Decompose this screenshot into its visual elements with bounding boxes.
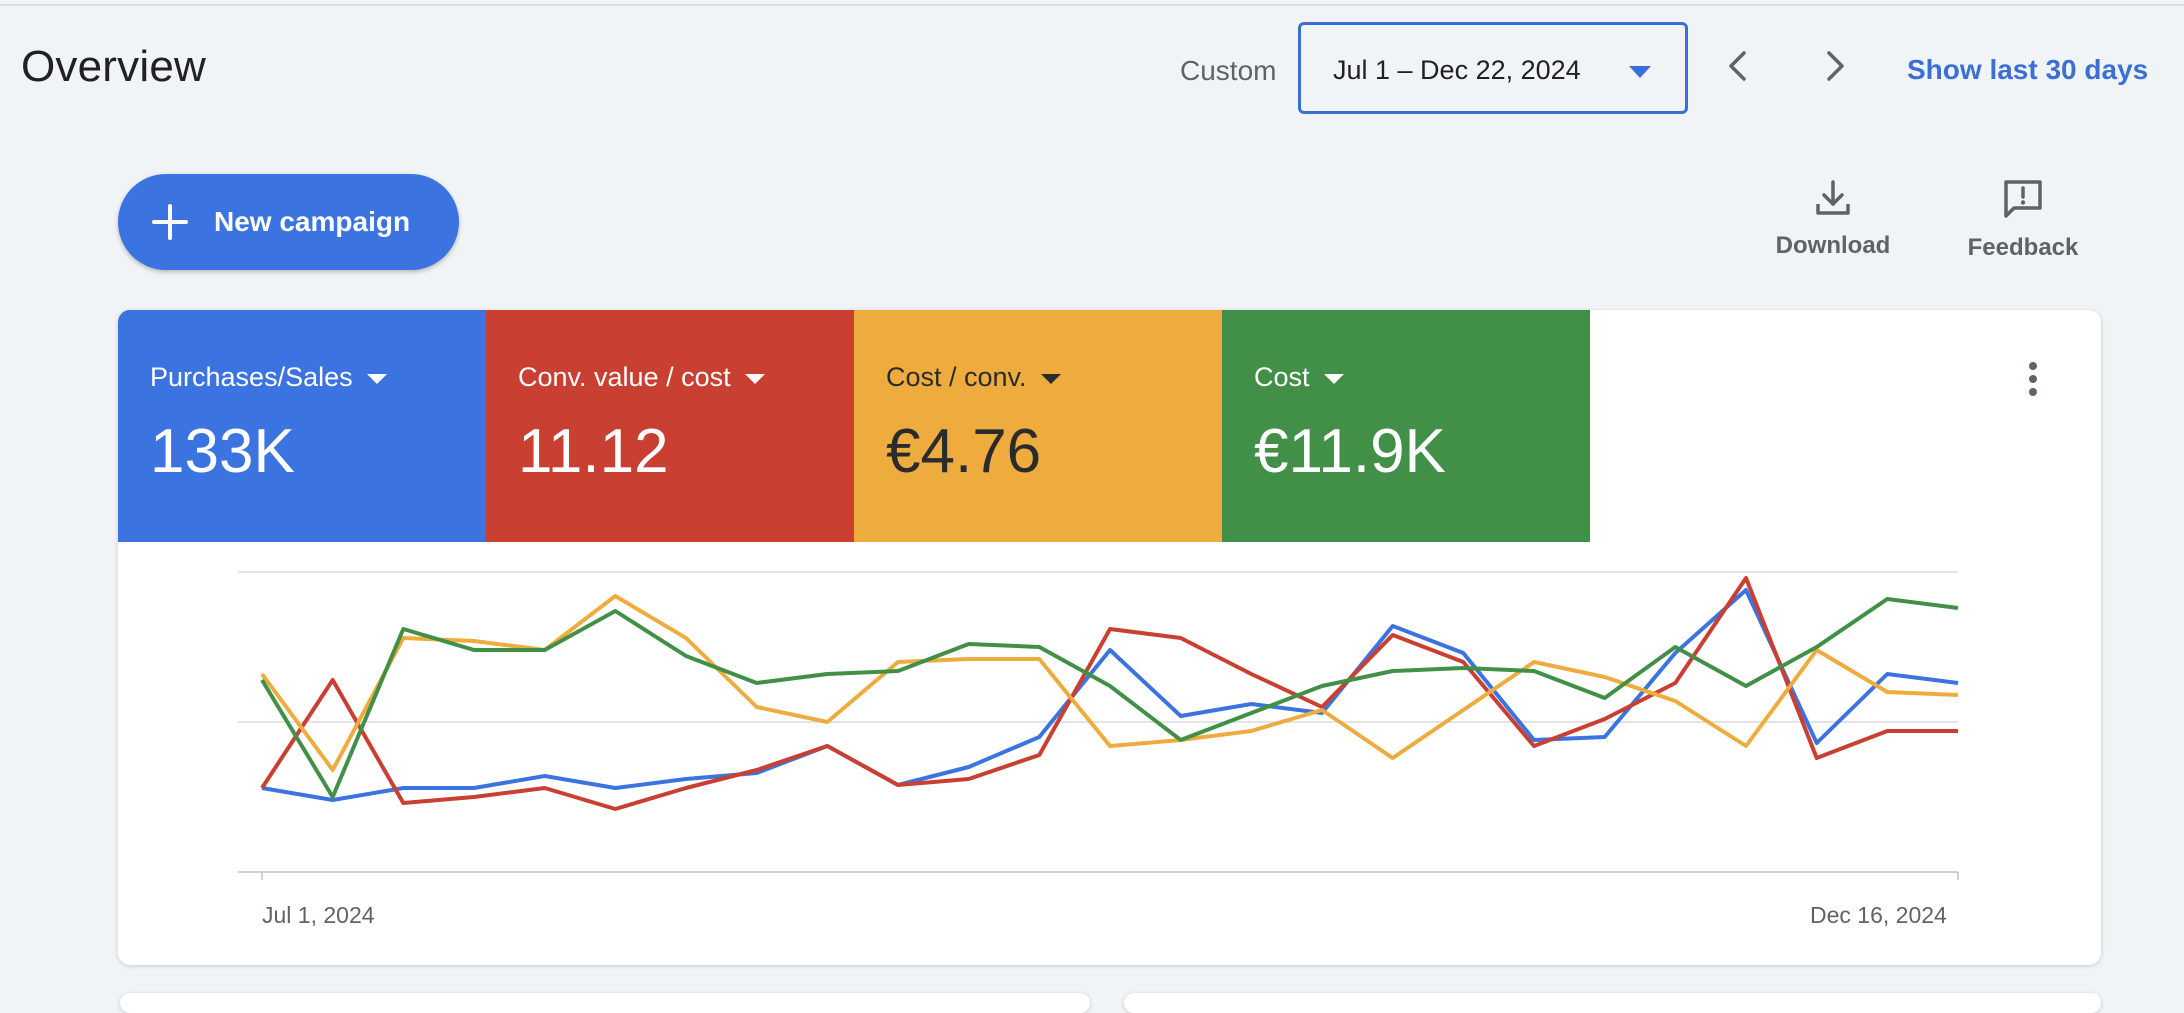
metric-value: 133K <box>150 417 295 486</box>
caret-down-icon <box>1323 373 1344 384</box>
new-campaign-label: New campaign <box>214 206 411 237</box>
metric-cost[interactable]: Cost €11.9K <box>1222 310 1590 542</box>
kebab-dot <box>2029 375 2037 383</box>
metric-value: €11.9K <box>1254 417 1446 486</box>
caret-down-icon <box>366 373 387 384</box>
metric-label: Conv. value / cost <box>518 362 731 392</box>
show-last-30-days-link[interactable]: Show last 30 days <box>1907 54 2149 85</box>
caret-down-icon <box>1629 66 1651 78</box>
new-campaign-button[interactable]: New campaign <box>118 174 459 270</box>
metric-label: Purchases/Sales <box>150 362 353 392</box>
card-below-right <box>1124 993 2101 1013</box>
more-options-button[interactable] <box>2018 362 2048 402</box>
previous-period-button[interactable] <box>1717 44 1761 88</box>
performance-line-chart <box>238 571 1959 880</box>
plus-icon <box>152 204 188 240</box>
kebab-dot <box>2029 388 2037 396</box>
performance-card: Purchases/Sales 133K Conv. value / cost … <box>118 310 2101 965</box>
download-label: Download <box>1775 232 1891 259</box>
caret-down-icon <box>744 373 765 384</box>
date-range-picker[interactable]: Jul 1 – Dec 22, 2024 <box>1298 22 1688 114</box>
next-period-button[interactable] <box>1812 44 1856 88</box>
page-title: Overview <box>21 42 206 91</box>
chevron-right-icon <box>1827 51 1844 81</box>
metric-cost-per-conv[interactable]: Cost / conv. €4.76 <box>854 310 1222 542</box>
metric-conv-value-cost[interactable]: Conv. value / cost 11.12 <box>486 310 854 542</box>
date-mode-label: Custom <box>1180 55 1277 86</box>
metric-purchases-sales[interactable]: Purchases/Sales 133K <box>118 310 486 542</box>
metric-label: Cost <box>1254 362 1310 392</box>
feedback-icon <box>2004 180 2042 218</box>
series-line-green <box>260 597 1959 799</box>
card-below-left <box>120 993 1090 1013</box>
feedback-label: Feedback <box>1967 234 2079 261</box>
caret-down-icon <box>1040 373 1061 384</box>
series-line-red <box>260 576 1958 811</box>
metric-value: 11.12 <box>518 417 669 486</box>
series-line-yellow <box>260 594 1959 772</box>
metric-value: €4.76 <box>886 417 1042 486</box>
chevron-left-icon <box>1729 51 1746 81</box>
download-button[interactable]: Download <box>1758 178 1908 268</box>
x-tick-start: Jul 1, 2024 <box>262 902 375 928</box>
metric-label: Cost / conv. <box>886 362 1027 392</box>
download-icon <box>1816 180 1850 215</box>
top-divider <box>0 4 2184 6</box>
kebab-dot <box>2029 362 2037 370</box>
series-line-blue <box>261 588 1959 802</box>
date-range-text: Jul 1 – Dec 22, 2024 <box>1333 55 1581 85</box>
x-tick-end: Dec 16, 2024 <box>1810 902 1947 928</box>
feedback-button[interactable]: Feedback <box>1948 178 2098 268</box>
